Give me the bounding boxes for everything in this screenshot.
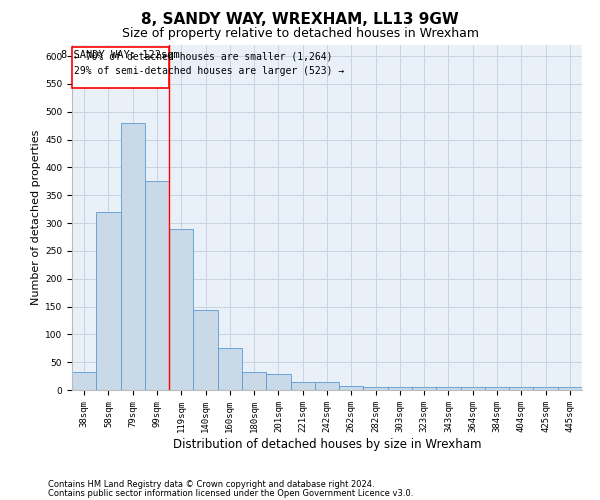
Bar (533, 387, 558, 390)
Text: 8 SANDY WAY: 122sqm: 8 SANDY WAY: 122sqm (61, 50, 180, 60)
Bar (388, 387, 412, 390)
Bar (121, 123, 145, 390)
Text: Contains HM Land Registry data © Crown copyright and database right 2024.: Contains HM Land Registry data © Crown c… (48, 480, 374, 489)
Bar (364, 387, 388, 390)
Bar (412, 387, 436, 390)
Bar (72, 372, 96, 390)
Text: 8, SANDY WAY, WREXHAM, LL13 9GW: 8, SANDY WAY, WREXHAM, LL13 9GW (141, 12, 459, 28)
Bar (558, 387, 582, 390)
Text: Size of property relative to detached houses in Wrexham: Size of property relative to detached ho… (121, 28, 479, 40)
Y-axis label: Number of detached properties: Number of detached properties (31, 130, 41, 305)
Bar (509, 387, 533, 390)
Text: Contains public sector information licensed under the Open Government Licence v3: Contains public sector information licen… (48, 488, 413, 498)
Text: ← 70% of detached houses are smaller (1,264): ← 70% of detached houses are smaller (1,… (74, 51, 332, 61)
Bar (266, 374, 290, 390)
Bar (315, 382, 339, 390)
Bar (72, 46, 169, 88)
Bar (290, 382, 315, 390)
Bar (436, 387, 461, 390)
Bar (193, 310, 218, 390)
Text: 29% of semi-detached houses are larger (523) →: 29% of semi-detached houses are larger (… (74, 66, 344, 76)
Bar (96, 212, 121, 390)
Bar (169, 228, 193, 390)
Bar (145, 182, 169, 390)
Bar (339, 386, 364, 390)
X-axis label: Distribution of detached houses by size in Wrexham: Distribution of detached houses by size … (173, 438, 481, 450)
Bar (485, 387, 509, 390)
Bar (218, 348, 242, 390)
Bar (461, 387, 485, 390)
Bar (242, 372, 266, 390)
